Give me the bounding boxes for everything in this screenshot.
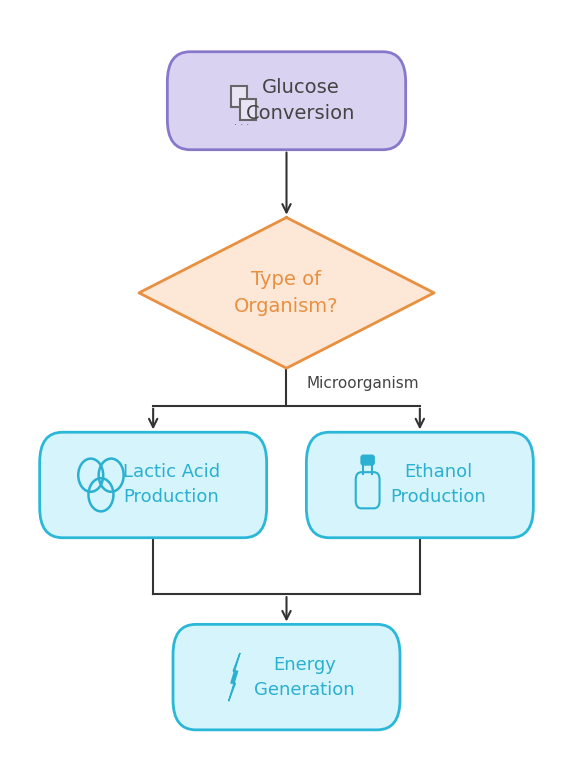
Text: Ethanol
Production: Ethanol Production [390, 464, 486, 506]
FancyBboxPatch shape [231, 86, 247, 107]
Text: Microorganism: Microorganism [307, 376, 419, 391]
FancyBboxPatch shape [40, 432, 266, 537]
Text: . . .: . . . [234, 117, 249, 127]
Text: Glucose
Conversion: Glucose Conversion [246, 78, 355, 124]
FancyBboxPatch shape [173, 625, 400, 730]
Polygon shape [139, 218, 434, 368]
FancyBboxPatch shape [167, 52, 406, 150]
Text: Lactic Acid
Production: Lactic Acid Production [123, 464, 220, 506]
Text: Energy
Generation: Energy Generation [254, 656, 355, 698]
FancyBboxPatch shape [240, 99, 256, 121]
Polygon shape [229, 653, 240, 701]
Text: Type of
Organism?: Type of Organism? [234, 270, 339, 316]
FancyBboxPatch shape [356, 472, 379, 509]
FancyBboxPatch shape [307, 432, 533, 537]
FancyBboxPatch shape [362, 455, 374, 465]
